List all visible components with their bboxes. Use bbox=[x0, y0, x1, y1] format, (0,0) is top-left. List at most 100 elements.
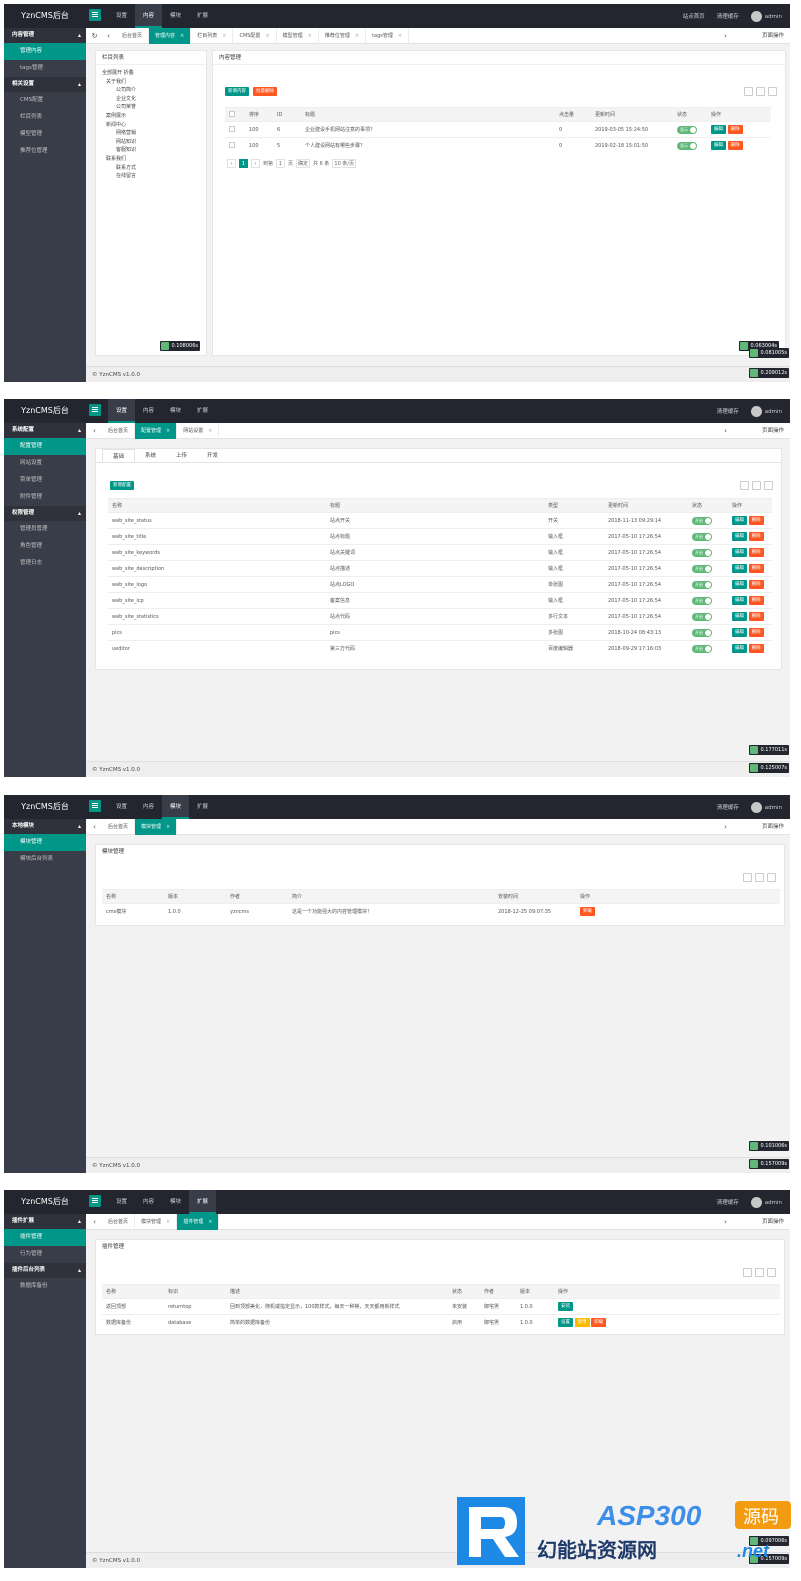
delete-button[interactable]: 删除 bbox=[748, 612, 764, 621]
cell-sort[interactable]: 100 bbox=[245, 121, 273, 138]
top-menu-modules[interactable]: 模块 bbox=[162, 795, 190, 819]
tab-prev-icon[interactable]: ‹ bbox=[107, 32, 110, 40]
close-icon[interactable]: × bbox=[166, 1219, 171, 1225]
tab-upload[interactable]: 上传 bbox=[176, 453, 188, 459]
export-icon[interactable] bbox=[755, 873, 764, 882]
tree-node[interactable]: 新闻中心 bbox=[106, 121, 127, 128]
delete-button[interactable]: 删除 bbox=[727, 141, 743, 151]
close-icon[interactable]: × bbox=[166, 824, 171, 830]
clear-cache-menu[interactable]: 清理缓存 bbox=[716, 1200, 739, 1206]
edit-button[interactable]: 编辑 bbox=[732, 628, 747, 637]
sidebar-item-plugin-manage[interactable]: 插件管理 bbox=[4, 1229, 86, 1246]
edit-button[interactable]: 编辑 bbox=[732, 532, 747, 541]
next-page-button[interactable]: › bbox=[251, 159, 260, 168]
top-menu-modules[interactable]: 模块 bbox=[170, 1199, 182, 1205]
top-menu-extend[interactable]: 扩展 bbox=[189, 1190, 217, 1214]
menu-toggle-icon[interactable] bbox=[89, 1195, 101, 1207]
tab-home[interactable]: 后台首页 bbox=[116, 28, 150, 44]
tab-models[interactable]: 模型管理 × bbox=[277, 28, 319, 44]
batch-delete-button[interactable]: 批量删除 bbox=[253, 87, 277, 96]
cell-sort[interactable]: 100 bbox=[245, 137, 273, 154]
col-header[interactable]: 名称 bbox=[108, 498, 326, 513]
brand-logo[interactable]: YznCMS后台 bbox=[4, 4, 86, 28]
tree-expand-toggle[interactable]: 全部展开 折叠 bbox=[102, 70, 134, 76]
close-icon[interactable]: × bbox=[265, 33, 270, 39]
status-toggle[interactable]: 开启 bbox=[692, 580, 712, 589]
sidebar-item-module-manage[interactable]: 模块管理 bbox=[4, 834, 86, 851]
top-menu-settings[interactable]: 设置 bbox=[108, 399, 136, 423]
status-toggle[interactable]: 开启 bbox=[692, 532, 712, 541]
tab-site-settings[interactable]: 网站设置 × bbox=[177, 423, 220, 439]
print-icon[interactable] bbox=[768, 87, 777, 96]
page-ops-menu[interactable]: 页面操作 bbox=[761, 1219, 784, 1225]
delete-button[interactable]: 删除 bbox=[727, 125, 743, 134]
tree-node[interactable]: 客服知识 bbox=[116, 147, 137, 154]
tree-node[interactable]: 在线留言 bbox=[116, 173, 137, 180]
col-header[interactable]: 标题 bbox=[326, 498, 544, 513]
columns-icon[interactable] bbox=[743, 873, 752, 882]
site-home-link[interactable]: 站点首页 bbox=[682, 14, 705, 20]
columns-icon[interactable] bbox=[740, 481, 749, 490]
brand-logo[interactable]: YznCMS后台 bbox=[4, 1190, 86, 1214]
disable-button[interactable]: 禁用 bbox=[574, 1318, 590, 1328]
status-toggle[interactable]: 开启 bbox=[692, 516, 712, 525]
sidebar-item-tags[interactable]: tags管理 bbox=[20, 65, 43, 71]
row-checkbox[interactable] bbox=[229, 141, 235, 148]
status-toggle[interactable]: 开启 bbox=[692, 596, 712, 605]
status-toggle[interactable]: 显示 bbox=[677, 125, 697, 134]
export-icon[interactable] bbox=[752, 481, 761, 490]
sidebar-item-admins[interactable]: 管理员管理 bbox=[20, 526, 48, 532]
user-menu[interactable]: admin bbox=[750, 10, 782, 22]
close-icon[interactable]: × bbox=[397, 33, 403, 39]
tree-node[interactable]: 联系方式 bbox=[116, 164, 137, 171]
columns-icon[interactable] bbox=[744, 87, 753, 96]
columns-icon[interactable] bbox=[743, 1268, 752, 1277]
top-menu-content[interactable]: 内容 bbox=[143, 804, 155, 810]
select-all-checkbox[interactable] bbox=[229, 110, 235, 117]
edit-button[interactable]: 编辑 bbox=[732, 580, 747, 589]
sidebar-item-positions[interactable]: 推荐位管理 bbox=[20, 148, 48, 154]
status-toggle[interactable]: 显示 bbox=[677, 141, 697, 150]
close-icon[interactable]: × bbox=[180, 33, 185, 39]
sidebar-group-content[interactable]: 内容管理 bbox=[4, 28, 86, 43]
cell-title[interactable]: 个人建设网站有哪些步骤？ bbox=[301, 137, 555, 154]
col-header[interactable]: 更新时间 bbox=[604, 498, 688, 513]
sidebar-group-plugins[interactable]: 插件扩展 bbox=[4, 1214, 86, 1229]
tab-next-icon[interactable]: › bbox=[724, 427, 727, 435]
tab-manage-content[interactable]: 管理内容 × bbox=[149, 28, 192, 44]
delete-button[interactable]: 删除 bbox=[748, 532, 764, 541]
sidebar-group-system[interactable]: 系统配置 bbox=[4, 423, 86, 438]
menu-toggle-icon[interactable] bbox=[89, 800, 101, 812]
page-size-select[interactable]: 10 条/页 bbox=[332, 159, 357, 168]
top-menu-content[interactable]: 内容 bbox=[143, 1199, 155, 1205]
tree-node[interactable]: 联系我们 bbox=[106, 155, 127, 162]
tree-node[interactable]: 关于我们 bbox=[106, 78, 127, 85]
export-icon[interactable] bbox=[755, 1268, 764, 1277]
col-header[interactable]: 标题 bbox=[301, 107, 555, 122]
print-icon[interactable] bbox=[767, 873, 776, 882]
menu-toggle-icon[interactable] bbox=[89, 404, 101, 416]
uninstall-button[interactable]: 卸载 bbox=[591, 1318, 607, 1328]
sidebar-item-attachments[interactable]: 附件管理 bbox=[20, 494, 43, 500]
tab-develop[interactable]: 开发 bbox=[207, 453, 219, 459]
sidebar-item-module-list[interactable]: 模块后台列表 bbox=[20, 856, 54, 862]
status-toggle[interactable]: 开启 bbox=[692, 564, 712, 573]
tab-prev-icon[interactable]: ‹ bbox=[93, 823, 96, 831]
top-menu-content[interactable]: 内容 bbox=[135, 4, 163, 28]
print-icon[interactable] bbox=[764, 481, 773, 490]
menu-toggle-icon[interactable] bbox=[89, 9, 101, 21]
tab-next-icon[interactable]: › bbox=[724, 823, 727, 831]
tree-node[interactable]: 企业文化 bbox=[116, 95, 137, 102]
brand-logo[interactable]: YznCMS后台 bbox=[4, 795, 86, 819]
col-header[interactable]: 点击量 bbox=[555, 107, 591, 122]
edit-button[interactable]: 编辑 bbox=[711, 125, 726, 134]
goto-confirm-button[interactable]: 确定 bbox=[296, 159, 311, 168]
col-header[interactable]: ID bbox=[273, 107, 301, 122]
edit-button[interactable]: 编辑 bbox=[732, 548, 747, 557]
top-menu-extend[interactable]: 扩展 bbox=[197, 13, 209, 19]
close-icon[interactable]: × bbox=[208, 428, 213, 434]
edit-button[interactable]: 编辑 bbox=[732, 612, 747, 621]
top-menu-settings[interactable]: 设置 bbox=[116, 804, 128, 810]
clear-cache-menu[interactable]: 清理缓存 bbox=[716, 409, 739, 415]
col-header[interactable]: 更新时间 bbox=[591, 107, 673, 122]
